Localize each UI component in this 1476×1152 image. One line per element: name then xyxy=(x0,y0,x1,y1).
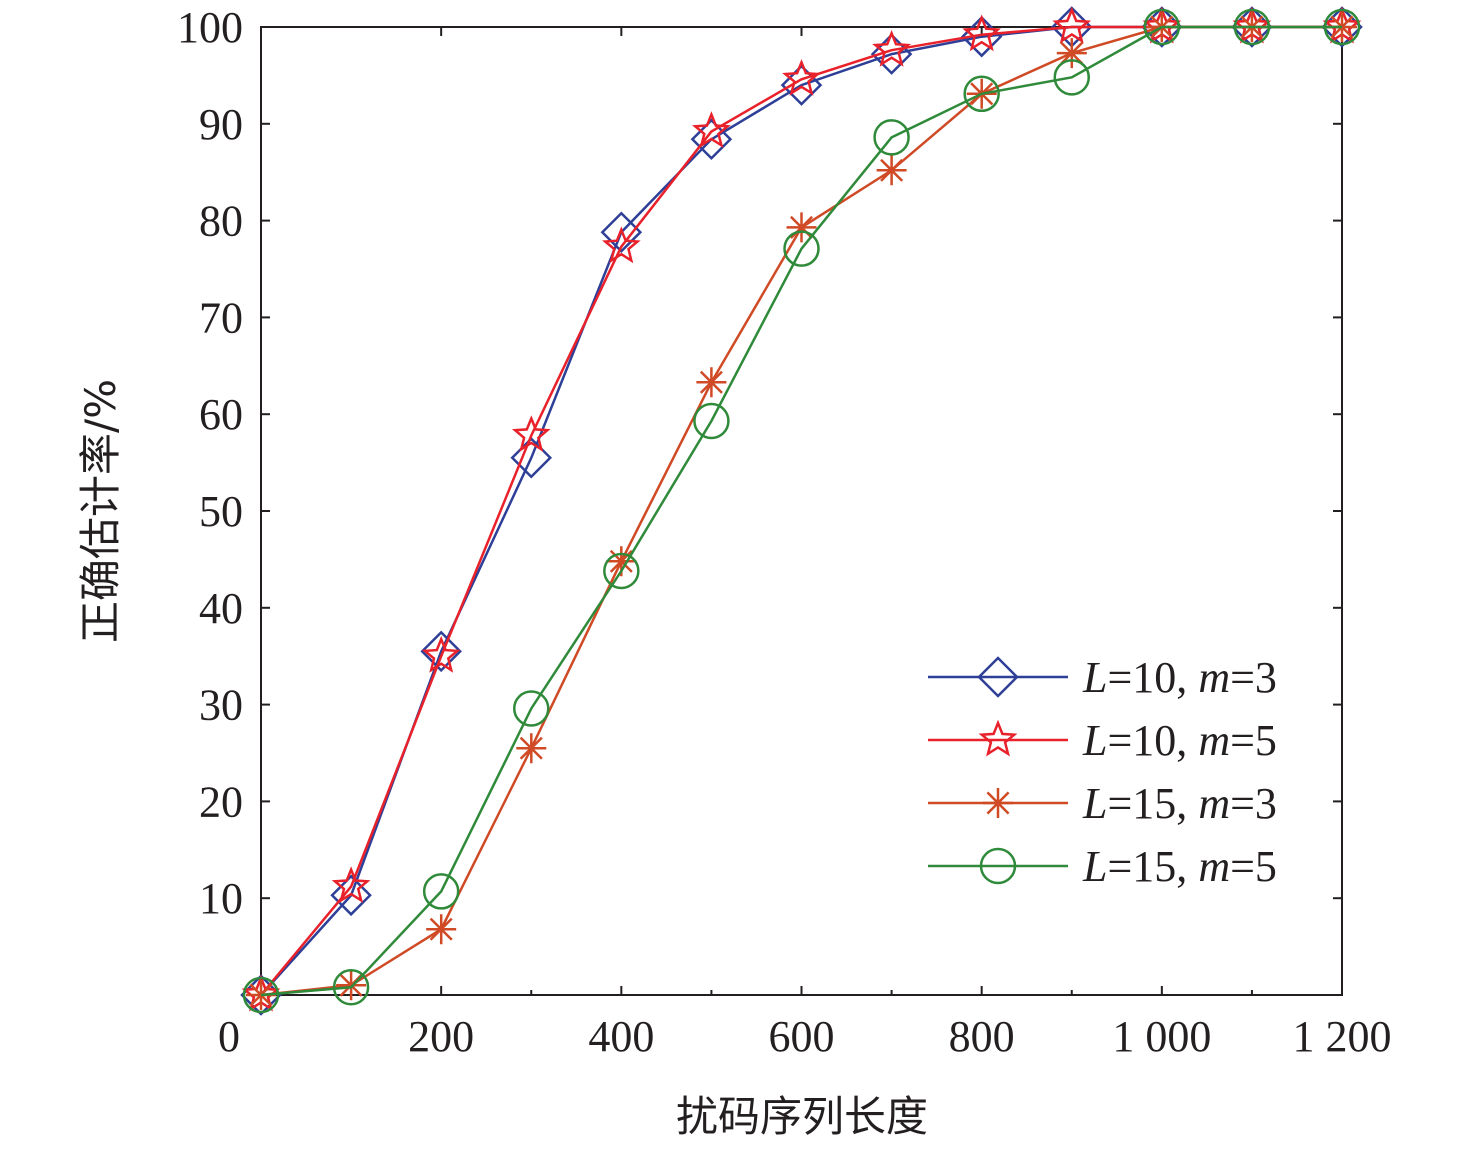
y-tick-label: 40 xyxy=(199,584,243,633)
data-point-diamond xyxy=(510,436,553,479)
data-point-star xyxy=(962,14,1001,52)
x-tick-label: 400 xyxy=(588,1012,654,1061)
legend-entry: L=10, m=5 xyxy=(928,716,1277,765)
data-point-circle xyxy=(603,552,640,590)
series-line xyxy=(260,25,1342,997)
x-tick-label: 800 xyxy=(949,1012,1015,1061)
data-point-asterisk xyxy=(876,155,907,186)
x-tick-label: 600 xyxy=(769,1012,835,1061)
legend-marker-circle xyxy=(979,847,1017,885)
x-tick-label: 0 xyxy=(218,1012,240,1061)
y-tick-label: 90 xyxy=(199,100,243,149)
x-axis-title: 扰码序列长度 xyxy=(676,1092,928,1141)
data-point-diamond xyxy=(690,118,733,161)
y-tick-label: 30 xyxy=(199,681,243,730)
data-point-circle xyxy=(422,873,460,910)
legend-entry: L=15, m=3 xyxy=(928,779,1277,828)
data-point-circle xyxy=(963,75,1000,113)
data-point-circle xyxy=(1143,8,1181,46)
y-tick-label: 70 xyxy=(199,293,243,342)
y-tick-label: 100 xyxy=(177,3,243,52)
legend-marker-star xyxy=(978,719,1018,757)
x-tick-label: 1 200 xyxy=(1293,1012,1392,1061)
data-point-asterisk xyxy=(696,367,727,398)
data-point-star xyxy=(421,635,461,673)
data-point-star xyxy=(1052,6,1092,44)
legend-entry: L=10, m=3 xyxy=(928,653,1277,702)
x-tick-label: 200 xyxy=(408,1012,474,1061)
data-point-star xyxy=(692,111,731,149)
legend-entry: L=15, m=5 xyxy=(928,842,1277,891)
data-point-star xyxy=(511,415,551,452)
data-point-asterisk xyxy=(336,970,367,1001)
data-point-asterisk xyxy=(1056,38,1087,69)
legend-label: L=10, m=3 xyxy=(1082,653,1277,702)
y-tick-label: 20 xyxy=(199,777,243,826)
data-point-asterisk xyxy=(606,546,637,577)
legend-label: L=15, m=5 xyxy=(1082,842,1277,891)
data-point-circle xyxy=(242,976,280,1014)
data-point-circle xyxy=(1053,59,1090,96)
data-point-circle xyxy=(873,119,910,156)
data-point-circle xyxy=(783,230,820,267)
data-point-diamond xyxy=(420,630,462,673)
data-point-asterisk xyxy=(426,914,457,945)
y-tick-label: 60 xyxy=(199,390,243,439)
data-point-circle xyxy=(332,969,370,1006)
data-point-star xyxy=(872,29,912,67)
data-point-circle xyxy=(693,402,730,440)
legend-label: L=10, m=5 xyxy=(1082,716,1277,765)
legend-marker-diamond xyxy=(977,656,1019,698)
legend: L=10, m=3 L=10, m=5 L=15, m=3 L=15, m=5 xyxy=(928,653,1277,891)
data-point-star xyxy=(331,866,371,903)
y-tick-label: 10 xyxy=(199,874,243,923)
y-tick-label: 50 xyxy=(199,487,243,536)
data-point-circle xyxy=(513,690,550,727)
series-4 xyxy=(242,8,1361,1014)
y-tick-label: 80 xyxy=(199,197,243,246)
data-point-star xyxy=(602,226,641,264)
data-point-diamond xyxy=(330,874,372,917)
legend-label: L=15, m=3 xyxy=(1082,779,1277,828)
legend-marker-asterisk xyxy=(983,788,1013,818)
data-point-circle xyxy=(1233,8,1271,46)
data-point-diamond xyxy=(600,211,643,253)
data-point-star xyxy=(782,58,821,96)
y-axis-title: 正确估计率/% xyxy=(76,379,125,643)
data-point-asterisk xyxy=(786,212,817,243)
data-point-diamond xyxy=(780,64,823,106)
x-tick-label: 1 000 xyxy=(1112,1012,1211,1061)
axes: 0 200 400 600 800 1 000 1 200 10 20 30 40 50 60 70 80 9… xyxy=(177,3,1392,1061)
data-point-asterisk xyxy=(516,733,547,764)
data-point-circle xyxy=(1323,8,1361,46)
series-layer xyxy=(240,6,1363,1016)
